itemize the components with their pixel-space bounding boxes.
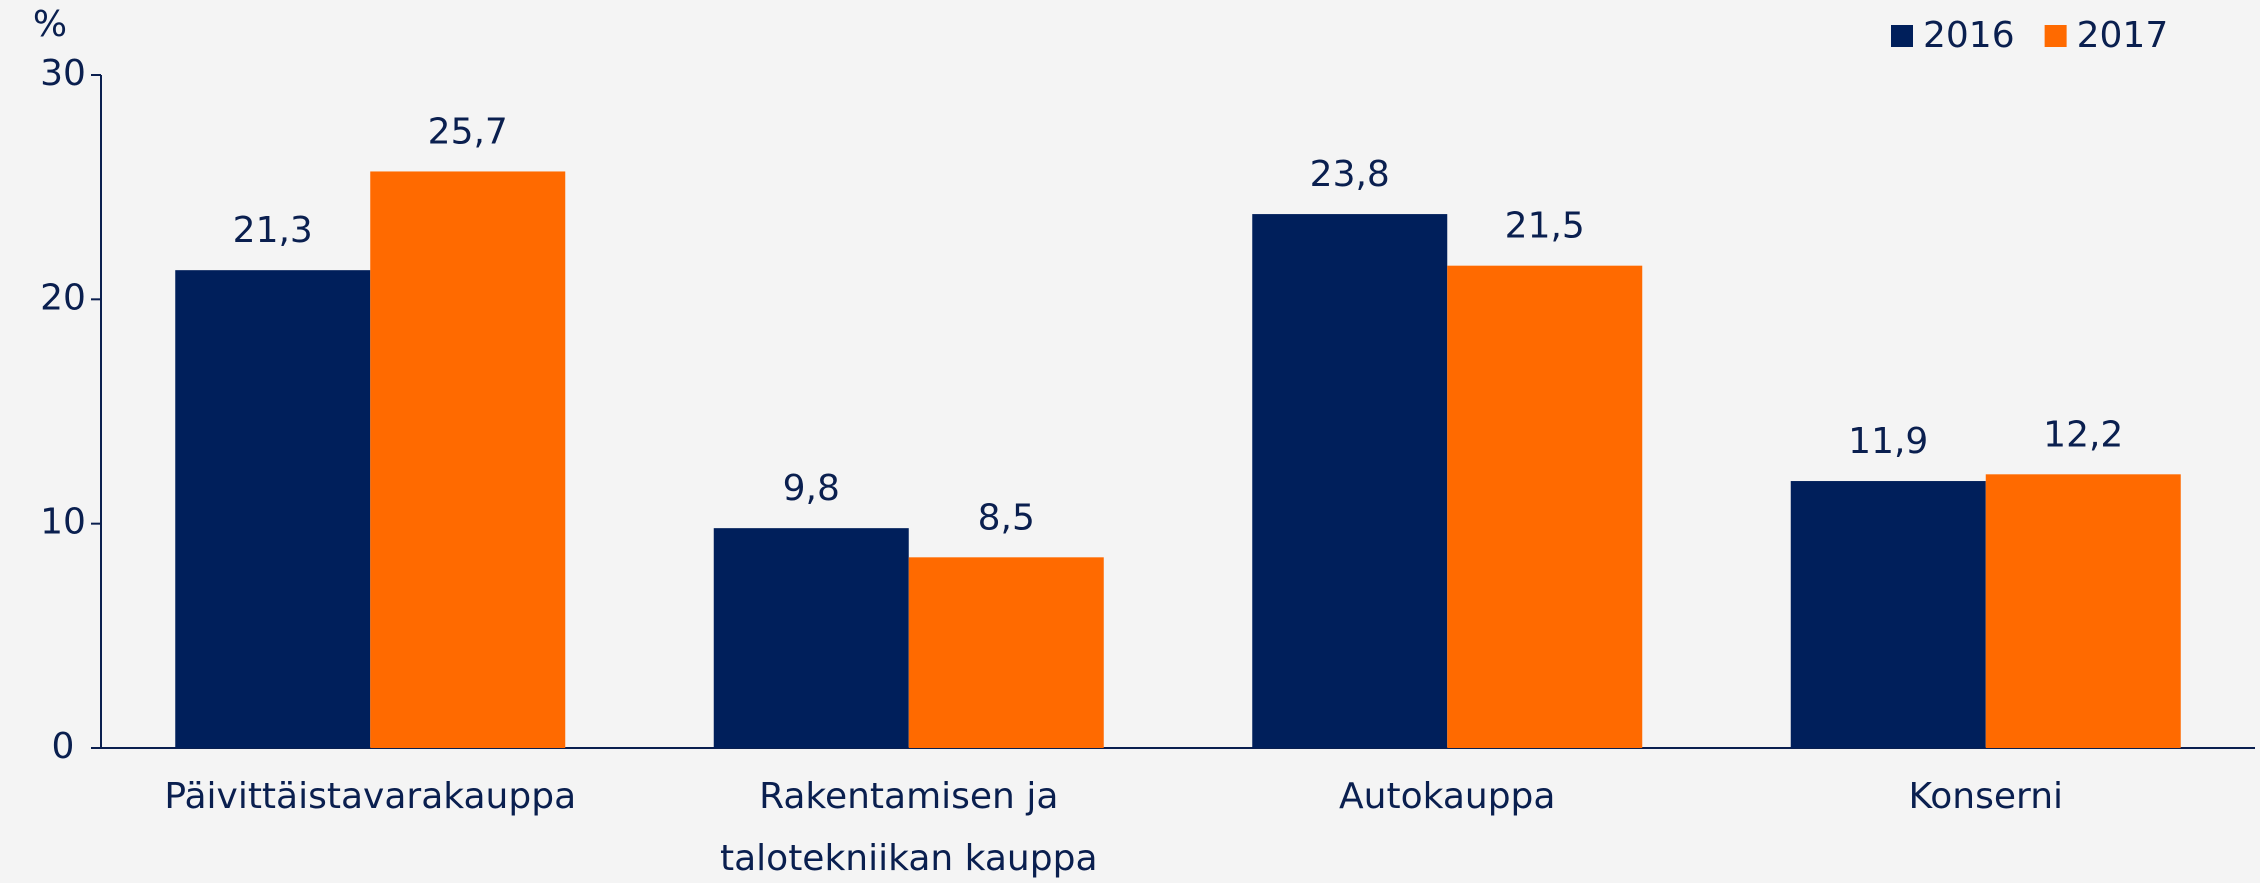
bar — [1252, 214, 1448, 748]
data-label: 21,5 — [1505, 206, 1585, 247]
y-tick-label: 20 — [40, 277, 86, 318]
x-tick-label: Rakentamisen ja talotekniikan kauppa — [720, 776, 1098, 879]
data-label: 9,8 — [783, 468, 840, 509]
x-tick-label: Konserni — [1908, 776, 2063, 817]
y-axis-label: % — [33, 4, 67, 45]
legend-label: 2017 — [2077, 15, 2169, 56]
data-label: 21,3 — [233, 210, 313, 251]
y-tick-label: 0 — [52, 726, 75, 767]
data-label: 25,7 — [428, 111, 508, 152]
legend-label: 2016 — [1923, 15, 2015, 56]
bar — [175, 270, 371, 748]
legend-swatch — [1891, 25, 1913, 47]
bar — [1790, 481, 1986, 748]
data-label: 12,2 — [2043, 414, 2123, 455]
bar — [370, 171, 566, 749]
bar — [713, 528, 909, 748]
data-label: 8,5 — [978, 497, 1035, 538]
x-tick-label: Päivittäistavarakauppa — [164, 776, 576, 817]
bar — [1985, 474, 2181, 748]
data-label: 23,8 — [1310, 154, 1390, 195]
bar — [1447, 265, 1643, 748]
y-tick-label: 10 — [40, 502, 86, 543]
data-label: 11,9 — [1848, 421, 1928, 462]
legend-swatch — [2044, 25, 2067, 47]
x-tick-label: Autokauppa — [1339, 776, 1555, 817]
bar — [908, 557, 1104, 748]
y-tick-label: 30 — [40, 53, 86, 94]
